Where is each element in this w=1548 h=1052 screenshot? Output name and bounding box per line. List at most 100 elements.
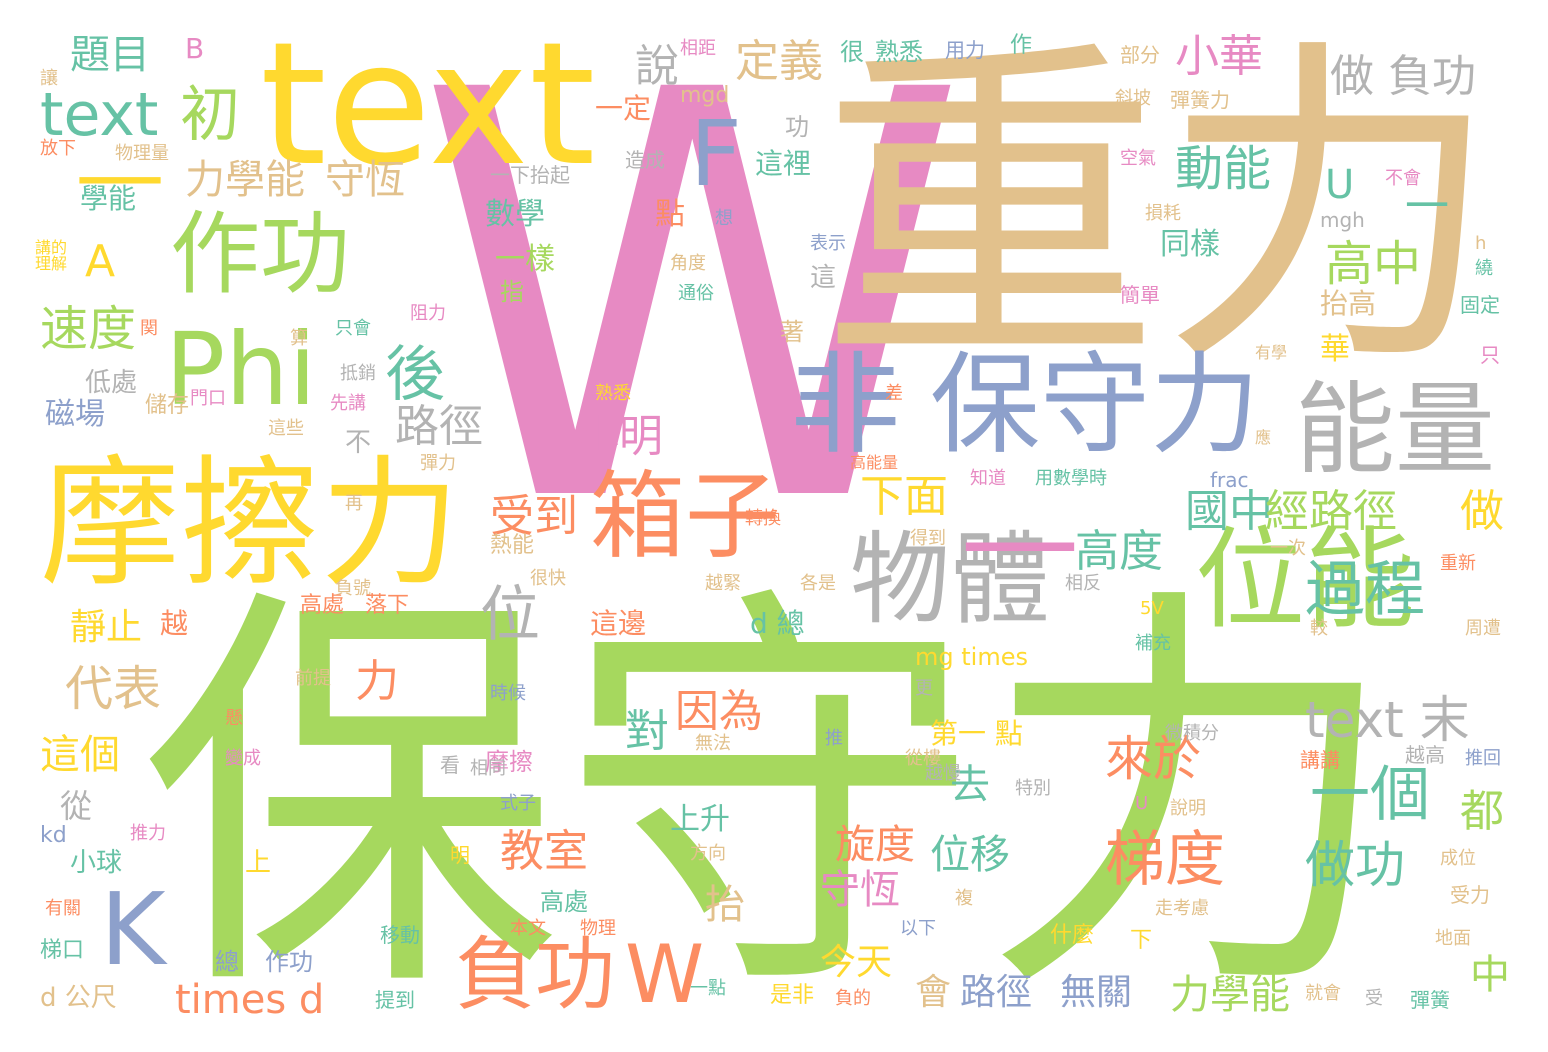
word: 明 [450,843,470,867]
word: 靜止 [70,607,143,648]
word: 一點 [690,978,726,999]
word: 動能 [1175,141,1272,197]
word: mg times [915,643,1028,671]
word: 部分 [1120,43,1160,67]
word: h [1475,233,1487,254]
word: 有學 [1255,343,1288,362]
word: 再 [345,493,363,514]
word: 特別 [1015,778,1051,799]
word: 得到 [910,528,946,549]
word: 這個 [40,732,120,778]
word: 過程 [1305,555,1425,625]
word: 小球 [70,848,123,878]
word: 很 [840,38,864,66]
word: 什麼 [1050,923,1095,948]
word: 功 [785,113,809,141]
word: 只 [1480,343,1500,367]
word: 一次 [1270,538,1306,559]
word: 力學能 [1170,972,1290,1018]
word: 箱子 [590,462,781,572]
word: 用力 [945,38,985,62]
word: 知道 [970,468,1006,489]
word: 損耗 [1145,203,1181,224]
word: 是非 [770,983,815,1008]
word: 說明 [1170,798,1206,819]
word: 指 [500,278,524,306]
word: 不會 [1385,168,1421,189]
word: 路徑 [960,972,1033,1013]
word: 補充 [1135,633,1171,654]
word: 不 [345,428,372,458]
word: 去 [950,762,990,808]
word: 彈簧 [1410,988,1450,1012]
word: frac [1210,468,1249,492]
word: 本文 [510,918,546,939]
word: 路徑 [395,401,483,452]
word: 作功 [265,948,313,976]
word: 下面 [860,471,948,522]
word: text 末 [1305,691,1470,749]
word: 看 [440,753,460,777]
word: 一 [1405,181,1449,232]
word: 梯度 [1105,825,1225,895]
word: 一下抬起 [490,163,570,187]
word: B [185,32,205,65]
word: 作 [1010,33,1033,58]
word: 低處 [85,368,138,398]
word: W [625,928,705,1021]
word: 守恆 [325,157,405,203]
word: 固定 [1460,293,1500,317]
word: 上 [245,848,272,878]
word: 做 [1460,486,1504,537]
word: 方向 [690,843,726,864]
word: 重力 [820,12,1500,408]
word: 這裡 [755,147,812,180]
word: 推回 [1465,748,1501,769]
word: 儲存 [145,393,190,418]
word: 經路徑 [1265,486,1397,537]
word: 位能 [1195,516,1415,644]
word: 抬高 [1320,287,1377,320]
word: 就會 [1305,983,1341,1004]
word: — [960,470,1080,609]
word: 教室 [500,826,588,877]
word: 華 [1320,332,1350,367]
word: 轉換 [745,508,781,529]
word: 地面 [1435,928,1471,949]
word: U [1135,793,1149,814]
word: 下 [1130,928,1153,953]
word: 更 [915,678,933,699]
word: 保守力 [930,341,1260,469]
word: 一個 [1310,760,1430,830]
word: 初 [180,80,240,150]
word: A [85,236,116,287]
word: W [415,0,969,626]
word: 摩擦 [485,748,533,776]
word: 數學 [485,197,545,232]
word: 成位 [1440,848,1476,869]
word: 差 [885,383,903,404]
word: 速度 [40,301,137,357]
word: 代表 [65,661,162,717]
word: 做 負功 [1330,51,1476,102]
word: 彈簧力 [1170,88,1230,112]
word: 作功 [170,202,350,307]
word: 彈力 [420,453,456,474]
word: 後 [385,340,445,410]
word: 懸 [225,708,243,729]
word: 中 [1470,952,1510,998]
word: 角度 [670,253,706,274]
word: 都 [1460,786,1504,837]
word: 變成 [225,748,261,769]
word: 受力 [1450,883,1490,907]
word: 物理量 [115,143,169,164]
word: 斜坡 [1115,88,1151,109]
word: 講講 [1300,748,1340,772]
word: 點 [655,197,685,232]
word: 上升 [670,802,730,837]
word: 只會 [335,318,371,339]
word: 越緊 [705,573,741,594]
word: text [40,80,159,150]
word: 式子 [500,793,536,814]
word: 前提 [295,668,331,689]
